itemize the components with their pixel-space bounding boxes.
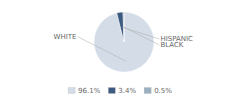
legend-swatch [144, 88, 151, 94]
legend-label: 0.5% [154, 87, 172, 95]
annotation: BLACK [160, 41, 183, 49]
legend-item: 3.4% [108, 87, 136, 95]
legend: 96.1% 3.4% 0.5% [68, 87, 172, 95]
legend-item: 0.5% [144, 87, 172, 95]
annotation: WHITE [54, 33, 77, 41]
pie-slice [117, 12, 124, 42]
annotation-line [124, 27, 160, 45]
legend-swatch [108, 88, 115, 94]
legend-label: 96.1% [78, 87, 101, 95]
annotation-line [78, 37, 127, 62]
annotations: WHITEHISPANICBLACK [54, 27, 193, 61]
pie-slice [94, 12, 154, 72]
legend-item: 96.1% [68, 87, 101, 95]
chart: WHITEHISPANICBLACK 96.1% 3.4% 0.5% [0, 0, 240, 100]
legend-label: 3.4% [118, 87, 136, 95]
pie [94, 12, 154, 72]
legend-swatch [68, 88, 75, 94]
